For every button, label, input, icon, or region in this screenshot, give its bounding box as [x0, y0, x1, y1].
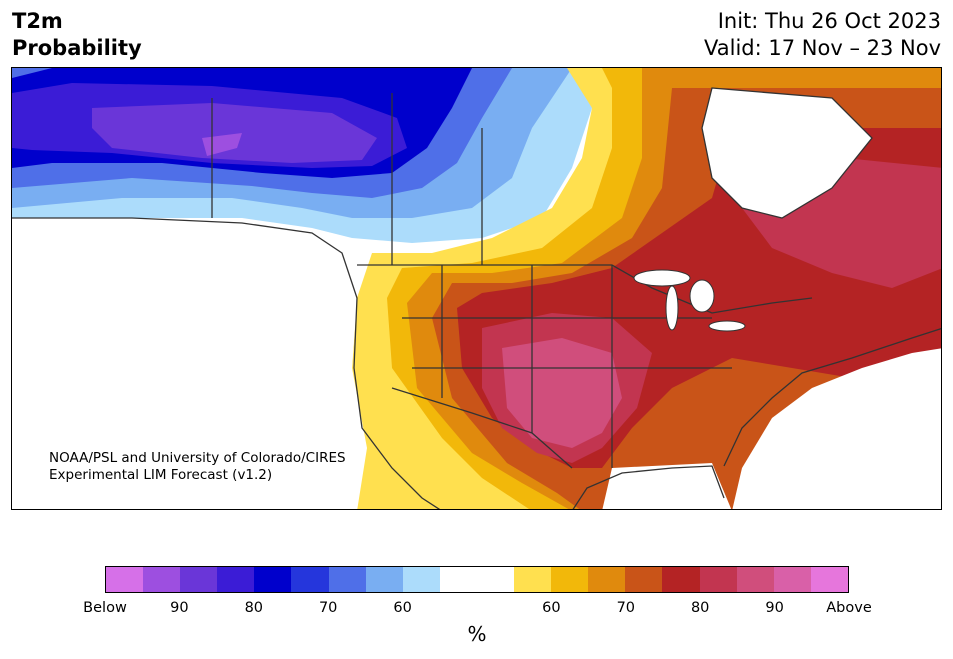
colorbar-tick-label: 90 — [170, 600, 189, 616]
lake-huron — [689, 279, 715, 313]
colorbar-segment — [810, 567, 848, 592]
valid-date-range: Valid: 17 Nov – 23 Nov — [704, 36, 941, 60]
forecast-credit: NOAA/PSL and University of Colorado/CIRE… — [49, 450, 346, 484]
colorbar-segment — [514, 567, 552, 592]
colorbar-segment — [588, 567, 626, 592]
map-title: T2m Probability — [12, 8, 142, 62]
boundaries — [12, 87, 941, 509]
lake-erie — [708, 320, 746, 332]
hudson-bay-coast — [701, 87, 873, 219]
colorbar-tick-label: Above — [826, 600, 872, 616]
forecast-dates: Init: Thu 26 Oct 2023 Valid: 17 Nov – 23… — [704, 8, 941, 62]
colorbar-unit: % — [467, 622, 487, 646]
colorbar-tick-label: 80 — [690, 600, 710, 616]
lake-michigan — [665, 285, 679, 331]
colorbar-tick-label: 90 — [765, 600, 784, 616]
colorbar-segment — [773, 567, 811, 592]
credit-line-2: Experimental LIM Forecast (v1.2) — [49, 467, 273, 483]
colorbar-segment — [402, 567, 440, 592]
colorbar-segment — [736, 567, 774, 592]
gulf-of-mexico — [602, 463, 732, 509]
probability-map-svg — [12, 68, 941, 509]
init-date: Init: Thu 26 Oct 2023 — [717, 9, 941, 33]
colorbar-segment — [180, 567, 218, 592]
lake-superior — [633, 269, 691, 287]
colorbar-tick-label: 60 — [393, 600, 412, 616]
colorbar-segment — [365, 567, 403, 592]
probability-colorbar — [105, 566, 849, 593]
title-type: Probability — [12, 36, 142, 60]
hudson-bay — [702, 88, 872, 218]
title-variable: T2m — [12, 9, 63, 33]
colorbar-segment — [476, 567, 515, 592]
us-mexico-border — [391, 387, 573, 469]
credit-line-1: NOAA/PSL and University of Colorado/CIRE… — [49, 450, 346, 466]
atlantic-ocean — [732, 348, 941, 509]
colorbar-tick-label: Below — [83, 600, 127, 616]
colorbar-segment — [291, 567, 329, 592]
colorbar-segment — [106, 567, 144, 592]
pacific-ocean — [12, 228, 357, 509]
west-coastline — [12, 217, 441, 509]
colorbar-segment — [143, 567, 181, 592]
colorbar-segment — [439, 567, 477, 592]
cold-region-90 — [92, 103, 377, 163]
colorbar-segment — [551, 567, 589, 592]
colorbar-segment — [699, 567, 737, 592]
gulf-coastline — [572, 465, 725, 509]
east-coastline — [723, 327, 941, 467]
forecast-map — [11, 67, 942, 510]
colorbar-segment — [625, 567, 663, 592]
colorbar-segment — [328, 567, 366, 592]
colorbar-tick-label: 70 — [318, 600, 338, 616]
us-canada-border — [357, 264, 813, 314]
great-lakes — [633, 269, 746, 332]
colorbar-tick-label: 80 — [244, 600, 264, 616]
colorbar-segment — [217, 567, 255, 592]
colorbar-tick-label: 70 — [616, 600, 636, 616]
colorbar-tick-label: 60 — [542, 600, 561, 616]
colorbar-segment — [254, 567, 292, 592]
colorbar-segment — [662, 567, 700, 592]
